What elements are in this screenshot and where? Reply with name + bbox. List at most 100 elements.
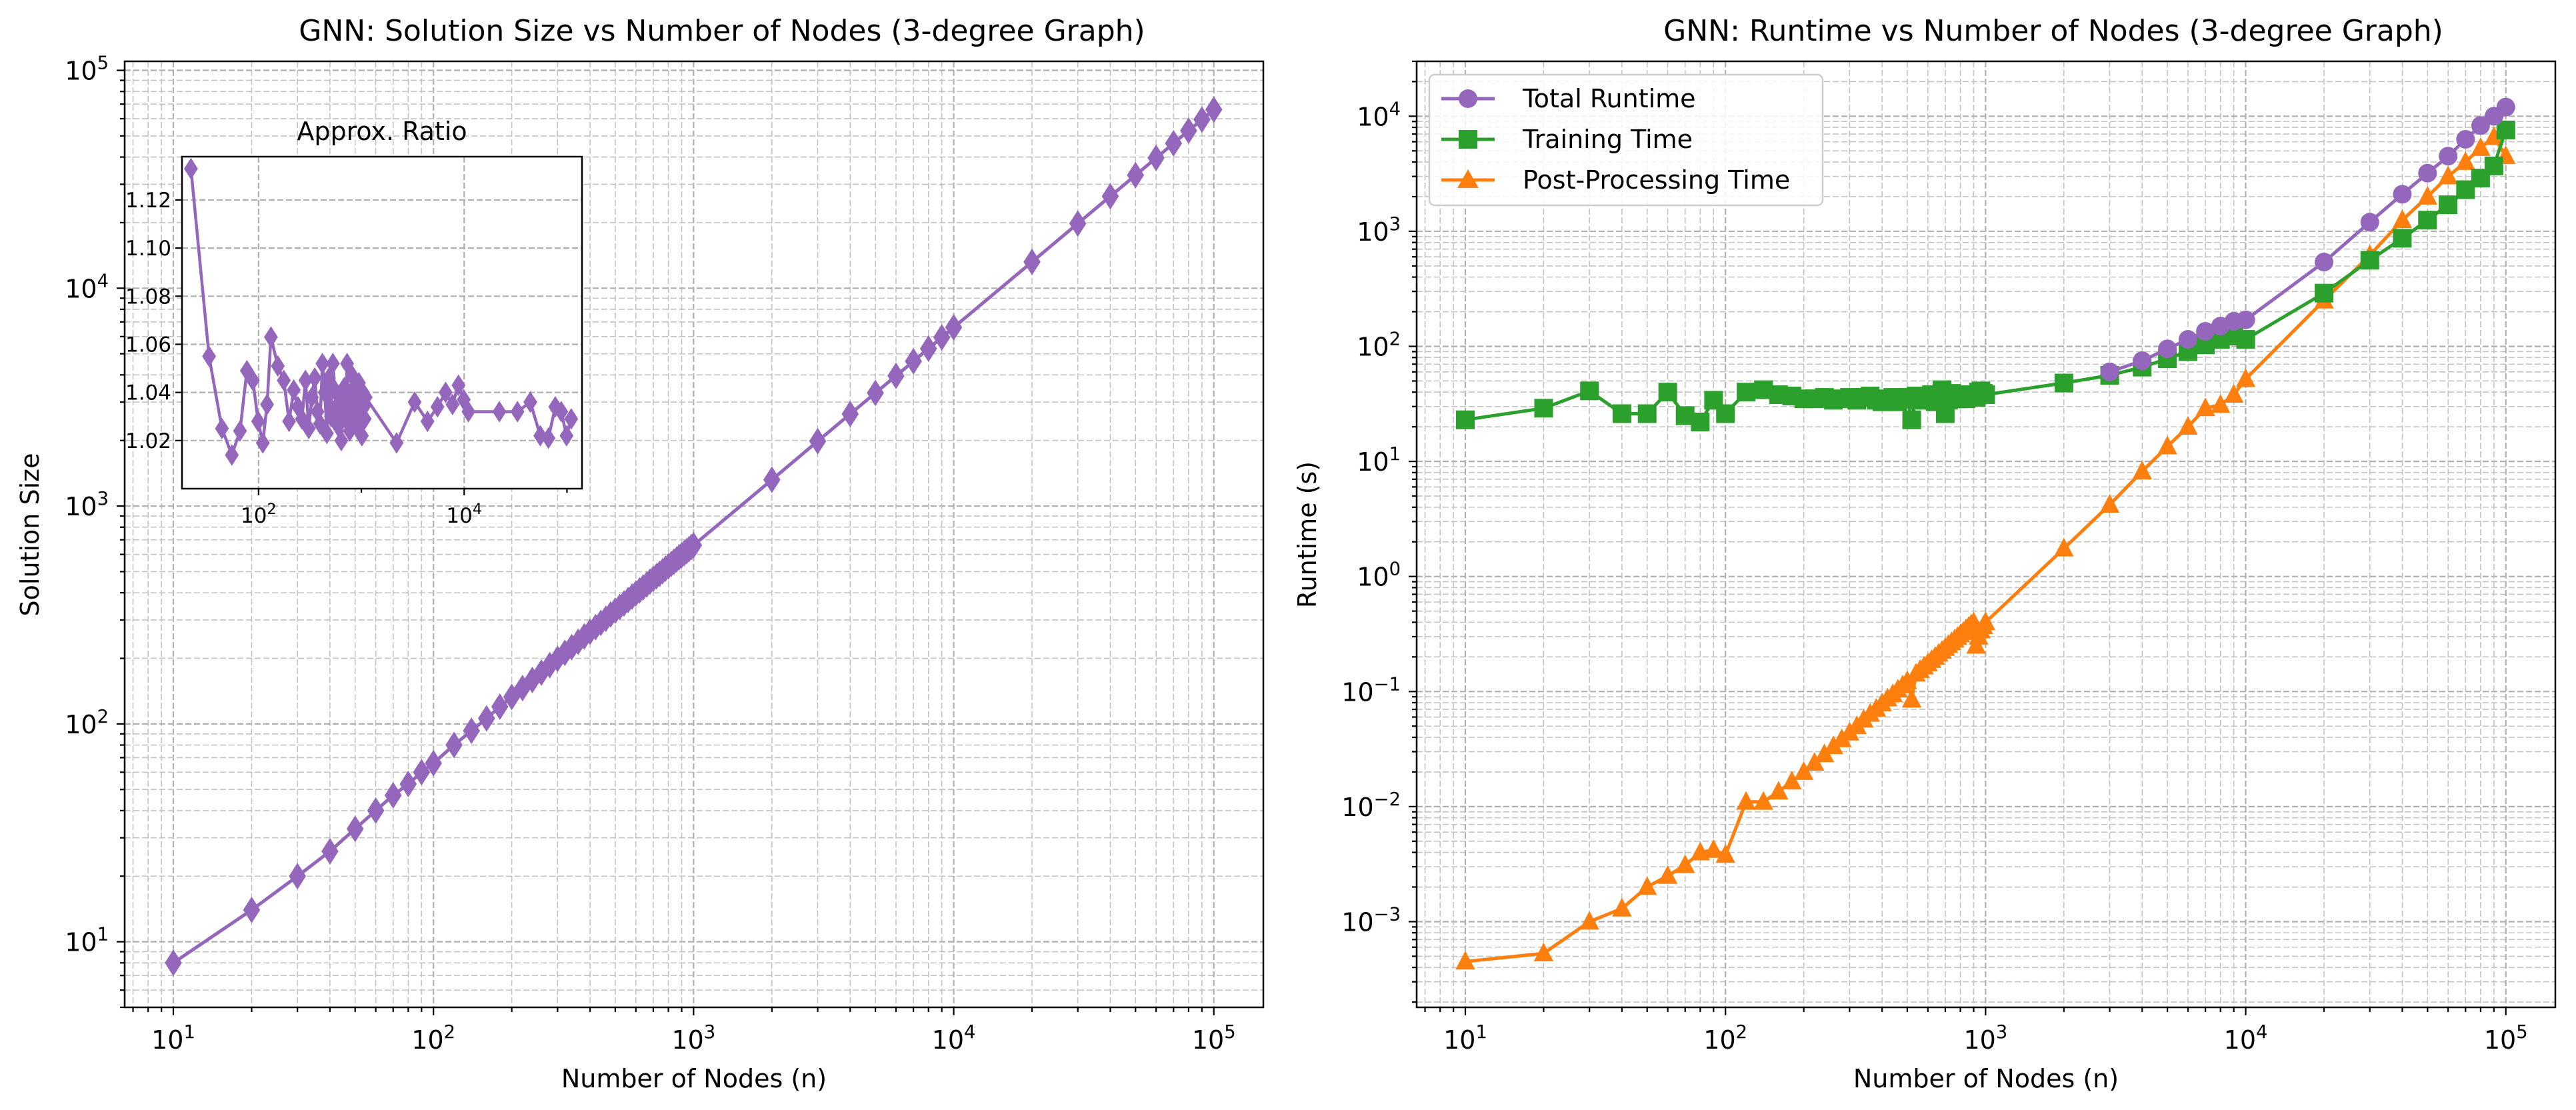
data-point: [1455, 410, 1475, 429]
data-point: [2100, 362, 2119, 381]
data-point: [2393, 229, 2412, 248]
tick-label: 104: [2224, 1022, 2268, 1055]
legend-label: Post-Processing Time: [1523, 165, 1790, 195]
tick-label: 101: [1443, 1022, 1487, 1055]
tick-label: 102: [1357, 329, 1401, 362]
data-point: [2496, 97, 2515, 117]
tick-label: 10−2: [1341, 789, 1401, 822]
data-point: [359, 386, 373, 409]
data-point: [2054, 537, 2074, 557]
data-point: [2178, 416, 2198, 435]
data-point: [1534, 399, 1553, 418]
tick-label: 1.12: [125, 189, 171, 213]
data-point: [2471, 137, 2491, 156]
data-point: [1205, 96, 1223, 123]
data-point: [1716, 404, 1735, 423]
tick-label: 103: [1357, 214, 1401, 247]
data-point: [2223, 383, 2244, 403]
tick-label: 103: [65, 489, 109, 521]
data-point: [2054, 373, 2073, 393]
chart-title: GNN: Runtime vs Number of Nodes (3-degre…: [1663, 14, 2443, 48]
data-point: [2484, 126, 2504, 145]
data-point: [287, 379, 301, 401]
data-point: [2393, 185, 2412, 204]
data-point: [2133, 351, 2152, 371]
series-group: [1455, 97, 2516, 970]
data-point: [2360, 251, 2379, 270]
data-point: [1691, 413, 1710, 432]
data-point: [1612, 897, 1632, 917]
data-point: [346, 815, 364, 843]
data-point: [556, 639, 574, 667]
data-point: [202, 345, 216, 367]
inset-title: Approx. Ratio: [297, 117, 467, 146]
data-point: [887, 362, 905, 389]
plot-frame: [123, 60, 1265, 1009]
data-point: [2360, 213, 2379, 232]
data-point: [1753, 791, 1773, 810]
legend-entry-total-runtime: Total Runtime: [1441, 84, 1696, 113]
data-point: [439, 381, 453, 403]
data-point: [1902, 410, 1921, 429]
data-point: [2235, 368, 2256, 387]
data-point: [389, 432, 404, 454]
data-point: [2456, 129, 2475, 149]
y-axis-label: Runtime (s): [1293, 461, 1322, 608]
data-point: [867, 379, 884, 407]
inset-series-group: [184, 157, 579, 466]
data-point: [1637, 404, 1657, 423]
inset-background: [182, 157, 582, 489]
data-point: [1193, 106, 1211, 133]
data-point: [298, 369, 313, 391]
tick-label: 10−3: [1341, 905, 1401, 937]
data-point: [245, 369, 260, 391]
data-point: [319, 422, 334, 445]
data-point: [282, 410, 296, 433]
data-point: [685, 531, 703, 559]
inset-axis-ticks: 1.02 1.04 1.06 1.08 1.10 1.12 102 104: [125, 189, 568, 528]
data-point: [945, 314, 963, 341]
data-point: [1782, 771, 1802, 790]
data-point: [933, 324, 951, 351]
data-point: [523, 391, 537, 413]
data-point: [425, 749, 442, 777]
data-point: [2178, 330, 2197, 349]
data-point: [492, 401, 507, 423]
data-point: [1101, 183, 1119, 210]
tick-label: 104: [1357, 99, 1401, 131]
data-point: [491, 693, 509, 720]
grid: [1417, 61, 2555, 1007]
data-point: [1023, 248, 1041, 275]
runtime-chart: GNN: Runtime vs Number of Nodes (3-degre…: [1293, 14, 2557, 1093]
data-point: [1637, 876, 1657, 895]
legend-label: Training Time: [1522, 125, 1693, 154]
data-point: [2132, 460, 2152, 479]
data-point: [1975, 611, 1996, 631]
data-point: [841, 401, 859, 428]
tick-label: 105: [65, 53, 109, 86]
tick-label: 100: [1357, 559, 1401, 592]
data-point: [1657, 865, 1678, 884]
data-point: [461, 401, 476, 423]
data-point: [1165, 130, 1183, 157]
tick-label: 103: [1963, 1022, 2007, 1055]
data-point: [554, 401, 569, 423]
axis-ticks: 101 102 103 104 105 10−3 10−2 10−1 100 101 102 103 1…: [1341, 60, 2528, 1055]
data-point: [1069, 210, 1087, 237]
data-point: [264, 326, 278, 348]
data-point: [2157, 435, 2177, 455]
tick-label: 102: [241, 501, 277, 528]
data-point: [1805, 752, 1825, 771]
data-point: [2455, 151, 2475, 170]
data-point: [321, 838, 339, 865]
tick-label: 102: [65, 707, 109, 739]
data-point: [307, 367, 322, 389]
data-point: [2236, 330, 2255, 349]
data-point: [763, 466, 781, 493]
data-point: [2417, 185, 2437, 205]
data-point: [310, 401, 325, 423]
tick-label: 104: [446, 501, 482, 528]
inset-grid: [182, 157, 582, 489]
legend-label: Total Runtime: [1522, 84, 1696, 113]
